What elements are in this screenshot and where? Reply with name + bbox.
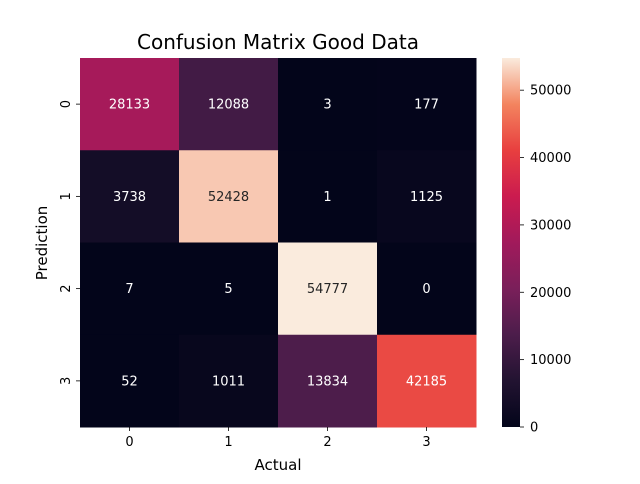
cell-value-r1-c0: 3738 bbox=[113, 190, 146, 205]
x-tick-label-0: 0 bbox=[125, 435, 133, 450]
cell-value-r3-c0: 52 bbox=[121, 374, 138, 389]
heatmap-cell-r3-c3 bbox=[377, 334, 477, 428]
cell-value-r0-c1: 12088 bbox=[208, 98, 249, 113]
heatmap-cell-r3-c1 bbox=[179, 334, 279, 428]
x-axis-label: Actual bbox=[255, 456, 302, 474]
cell-value-r1-c3: 1125 bbox=[410, 190, 443, 205]
heatmap-cell-r2-c2 bbox=[278, 242, 378, 336]
colorbar-gradient bbox=[502, 58, 520, 427]
cell-value-r3-c2: 13834 bbox=[307, 374, 348, 389]
cell-value-r2-c2: 54777 bbox=[307, 282, 348, 297]
y-tick-label-0: 0 bbox=[59, 100, 74, 108]
heatmap-cell-r2-c1 bbox=[179, 242, 279, 336]
y-axis-label: Prediction bbox=[33, 206, 51, 281]
heatmap-cell-r1-c1 bbox=[179, 150, 279, 243]
heatmap-cell-r0-c3 bbox=[377, 58, 477, 151]
heatmap-cell-r1-c3 bbox=[377, 150, 477, 243]
colorbar-tick-label-0: 0 bbox=[530, 421, 538, 436]
heatmap-cell-labels: 28133 12088 3 177 3738 52428 1 1125 7 5 54777 0 52 10… bbox=[109, 98, 447, 390]
heatmap-cell-r3-c2 bbox=[278, 334, 378, 428]
y-axis: 0 1 2 3 bbox=[59, 100, 80, 385]
heatmap-cell-r3-c0 bbox=[80, 334, 180, 428]
y-tick-label-3: 3 bbox=[59, 377, 74, 385]
cell-value-r1-c2: 1 bbox=[323, 190, 331, 205]
cell-value-r0-c0: 28133 bbox=[109, 98, 150, 113]
heatmap-cell-r2-c3 bbox=[377, 242, 477, 336]
cell-value-r2-c1: 5 bbox=[224, 282, 232, 297]
heatmap-cell-r0-c1 bbox=[179, 58, 279, 151]
colorbar-tick-label-50000: 50000 bbox=[530, 84, 571, 99]
x-axis: 0 1 2 3 bbox=[125, 427, 431, 450]
x-tick-label-3: 3 bbox=[422, 435, 430, 450]
heatmap-cell-r2-c0 bbox=[80, 242, 180, 336]
cell-value-r0-c2: 3 bbox=[323, 98, 331, 113]
cell-value-r2-c3: 0 bbox=[422, 282, 430, 297]
cell-value-r2-c0: 7 bbox=[125, 282, 133, 297]
colorbar: 0 10000 20000 30000 40000 50000 bbox=[502, 58, 571, 436]
y-tick-label-1: 1 bbox=[59, 192, 74, 200]
colorbar-tick-label-30000: 30000 bbox=[530, 218, 571, 233]
cell-value-r3-c1: 1011 bbox=[212, 374, 245, 389]
colorbar-tick-label-10000: 10000 bbox=[530, 353, 571, 368]
heatmap-cell-r1-c0 bbox=[80, 150, 180, 243]
heatmap-cell-r0-c0 bbox=[80, 58, 180, 151]
x-tick-label-2: 2 bbox=[323, 435, 331, 450]
chart-title: Confusion Matrix Good Data bbox=[137, 30, 419, 54]
x-tick-label-1: 1 bbox=[224, 435, 232, 450]
heatmap-cells bbox=[80, 58, 477, 428]
heatmap-cell-r1-c2 bbox=[278, 150, 378, 243]
colorbar-tick-label-20000: 20000 bbox=[530, 286, 571, 301]
cell-value-r0-c3: 177 bbox=[414, 98, 439, 113]
y-tick-label-2: 2 bbox=[59, 284, 74, 292]
cell-value-r1-c1: 52428 bbox=[208, 190, 249, 205]
heatmap-cell-r0-c2 bbox=[278, 58, 378, 151]
cell-value-r3-c3: 42185 bbox=[406, 374, 447, 389]
colorbar-tick-label-40000: 40000 bbox=[530, 151, 571, 166]
